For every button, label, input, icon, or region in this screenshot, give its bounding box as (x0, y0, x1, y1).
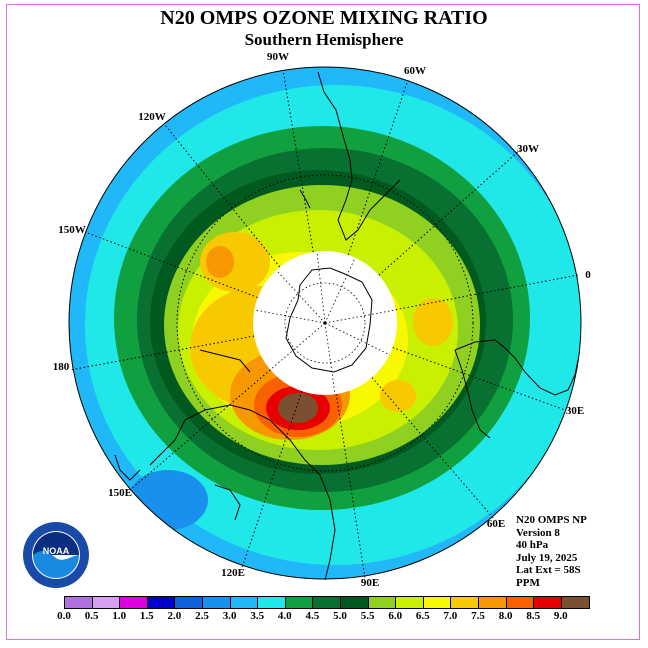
colorbar-tick-label: 0.5 (84, 610, 99, 622)
colorbar-swatch (65, 597, 93, 608)
colorbar-tick-label: 7.0 (443, 610, 458, 622)
colorbar-tick-label: 0.0 (57, 610, 71, 622)
lon-label-180: 180 (53, 361, 70, 373)
colorbar-swatch (340, 597, 369, 608)
longitude-labels: 90W 60W 30W 0 30E 60E 90E 120E 150E 180 … (53, 51, 592, 589)
colorbar-swatch (92, 597, 121, 608)
lon-label-60e: 60E (487, 518, 505, 530)
info-date: July 19, 2025 (516, 551, 578, 564)
colorbar-tick-label: 7.5 (471, 610, 485, 622)
colorbar-swatch (258, 597, 286, 608)
lon-label-120w: 120W (138, 111, 166, 123)
colorbar-swatch (313, 597, 341, 608)
logo-text: NOAA (43, 546, 70, 556)
colorbar-tick-label: 6.5 (415, 610, 430, 622)
colorbar-tick-label: 1.5 (139, 610, 154, 622)
map-title: N20 OMPS OZONE MIXING RATIO (160, 7, 488, 29)
colorbar (64, 596, 591, 609)
colorbar-swatch (451, 597, 479, 608)
colorbar-tick-label: 2.5 (195, 610, 209, 622)
lon-label-150e: 150E (108, 487, 132, 499)
colorbar-tick-label: 9.0 (553, 610, 568, 622)
south-pole-dot (323, 321, 327, 325)
colorbar-ticks: 0.0 0.5 1.0 1.5 2.0 2.5 3.0 3.5 4.0 4.5 5.0 5.5 6.0 6… (50, 610, 610, 624)
colorbar-tick-label: 4.0 (277, 610, 292, 622)
noaa-logo: NOAA (23, 522, 89, 588)
coastlines (114, 71, 579, 581)
colorbar-swatch (368, 597, 397, 608)
colorbar-swatch (147, 597, 176, 608)
lon-label-150w: 150W (58, 224, 86, 236)
colorbar-tick-label: 6.0 (388, 610, 403, 622)
lon-label-90e: 90E (361, 577, 379, 589)
lon-label-60w: 60W (404, 65, 426, 77)
lon-label-30w: 30W (517, 143, 539, 155)
colorbar-tick-label: 8.5 (526, 610, 541, 622)
lon-label-0: 0 (585, 269, 591, 281)
graticule (69, 69, 579, 579)
lon-label-30e: 30E (566, 405, 584, 417)
colorbar-swatch (423, 597, 452, 608)
colorbar-swatch (120, 597, 148, 608)
ozone-field (69, 67, 581, 579)
figure-frame (6, 4, 640, 640)
lon-label-90w: 90W (267, 51, 289, 63)
info-lat-extent: Lat Ext = 58S (516, 564, 581, 576)
info-product: N20 OMPS NP (516, 514, 587, 526)
colorbar-swatch (561, 597, 590, 608)
colorbar-swatch (534, 597, 562, 608)
info-pressure-level: 40 hPa (516, 539, 549, 551)
colorbar-tick-label: 3.0 (222, 610, 237, 622)
colorbar-swatch (230, 597, 259, 608)
colorbar-swatch (202, 597, 231, 608)
colorbar-tick-label: 3.5 (250, 610, 265, 622)
info-block: N20 OMPS NP Version 8 40 hPa July 19, 20… (516, 514, 587, 589)
polar-graticule (254, 251, 396, 395)
info-units: PPM (516, 576, 540, 589)
colorbar-tick-label: 4.5 (305, 610, 320, 622)
colorbar-swatch (478, 597, 507, 608)
colorbar-swatch (285, 597, 314, 608)
colorbar-tick-label: 2.0 (167, 610, 182, 622)
colorbar-tick-label: 5.5 (360, 610, 375, 622)
colorbar-tick-label: 8.0 (498, 610, 513, 622)
colorbar-swatch (175, 597, 203, 608)
map-subtitle: Southern Hemisphere (244, 30, 404, 49)
lon-label-120e: 120E (221, 567, 245, 579)
colorbar-swatch (506, 597, 535, 608)
colorbar-tick-label: 1.0 (112, 610, 127, 622)
colorbar-swatch (396, 597, 424, 608)
info-version: Version 8 (516, 526, 560, 539)
colorbar-tick-label: 5.0 (333, 610, 347, 622)
